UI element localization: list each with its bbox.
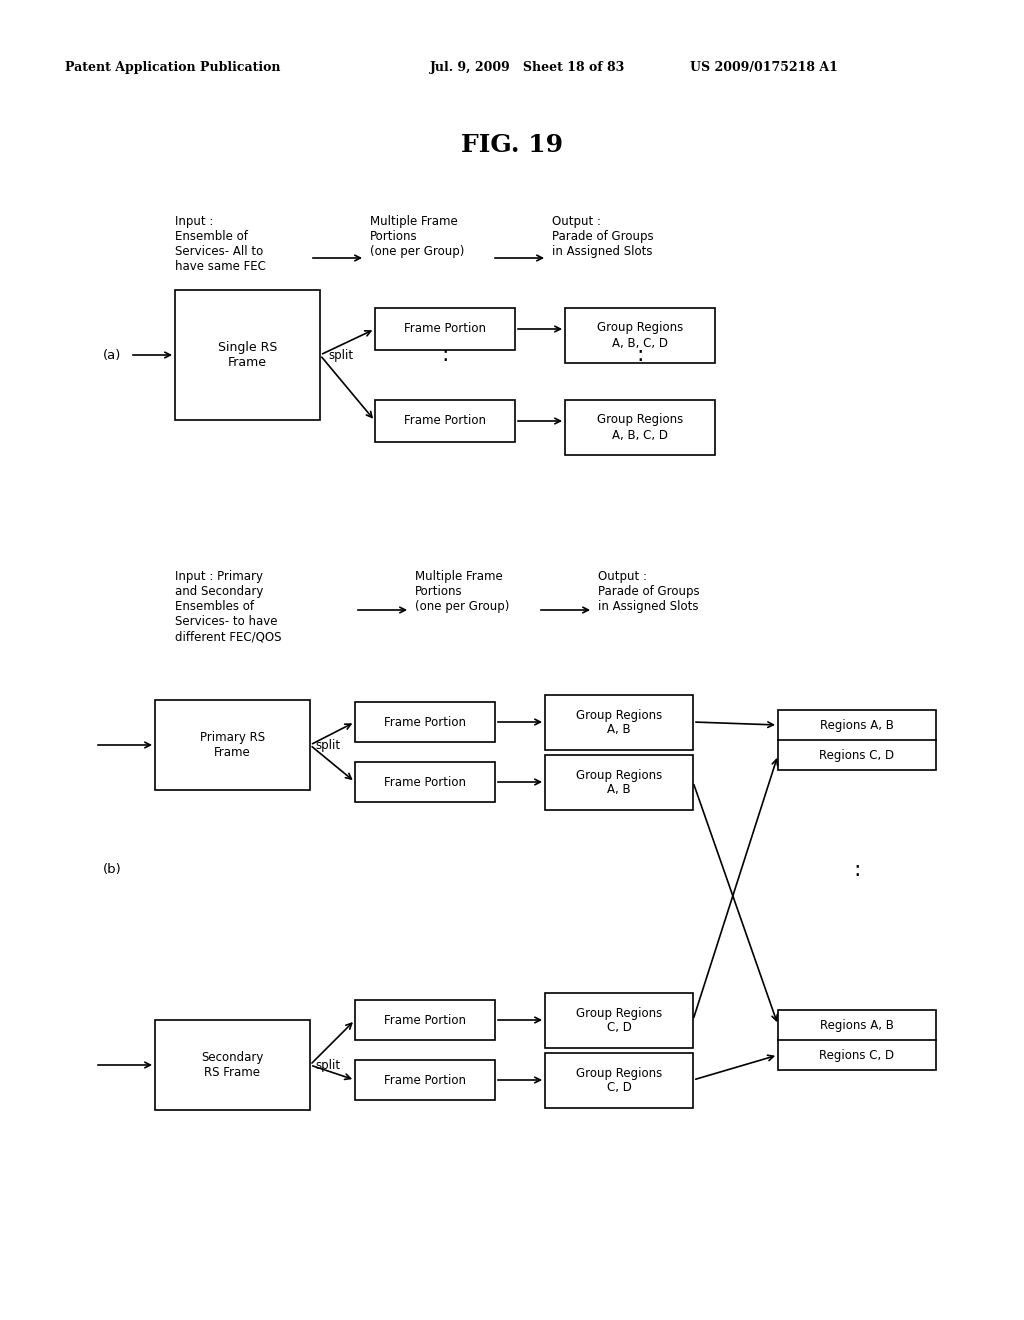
- Text: Regions A, B: Regions A, B: [820, 1019, 894, 1031]
- Bar: [545, 755, 693, 810]
- Text: (a): (a): [103, 348, 122, 362]
- Bar: [778, 1010, 936, 1071]
- Text: Primary RS
Frame: Primary RS Frame: [200, 731, 265, 759]
- Text: Regions A, B: Regions A, B: [820, 718, 894, 731]
- Text: Input :
Ensemble of
Services- All to
have same FEC: Input : Ensemble of Services- All to hav…: [175, 215, 266, 273]
- Bar: [545, 993, 693, 1048]
- Bar: [545, 1053, 693, 1107]
- Text: split: split: [328, 348, 353, 362]
- Text: Patent Application Publication: Patent Application Publication: [65, 62, 281, 74]
- Text: Regions C, D: Regions C, D: [819, 748, 895, 762]
- Bar: [155, 700, 310, 789]
- Text: split: split: [315, 738, 340, 751]
- Text: split: split: [315, 1059, 340, 1072]
- Text: Frame Portion: Frame Portion: [384, 1073, 466, 1086]
- Text: Jul. 9, 2009   Sheet 18 of 83: Jul. 9, 2009 Sheet 18 of 83: [430, 62, 626, 74]
- Text: FIG. 19: FIG. 19: [461, 133, 563, 157]
- Bar: [175, 290, 319, 420]
- Text: Output :
Parade of Groups
in Assigned Slots: Output : Parade of Groups in Assigned Sl…: [598, 570, 699, 612]
- Text: Secondary
RS Frame: Secondary RS Frame: [202, 1051, 264, 1078]
- Bar: [355, 762, 495, 803]
- Bar: [778, 710, 936, 770]
- Text: Frame Portion: Frame Portion: [384, 1014, 466, 1027]
- Text: Group Regions
A, B: Group Regions A, B: [575, 768, 663, 796]
- Bar: [355, 702, 495, 742]
- Bar: [355, 1060, 495, 1100]
- Text: Output :
Parade of Groups
in Assigned Slots: Output : Parade of Groups in Assigned Sl…: [552, 215, 653, 257]
- Text: Input : Primary
and Secondary
Ensembles of
Services- to have
different FEC/QOS: Input : Primary and Secondary Ensembles …: [175, 570, 282, 643]
- Text: Multiple Frame
Portions
(one per Group): Multiple Frame Portions (one per Group): [415, 570, 509, 612]
- Text: (b): (b): [103, 863, 122, 876]
- Text: Group Regions
A, B: Group Regions A, B: [575, 709, 663, 737]
- Text: :: :: [441, 345, 449, 366]
- Bar: [565, 308, 715, 363]
- Text: Group Regions
C, D: Group Regions C, D: [575, 1006, 663, 1035]
- Text: US 2009/0175218 A1: US 2009/0175218 A1: [690, 62, 838, 74]
- Text: Group Regions
C, D: Group Regions C, D: [575, 1067, 663, 1094]
- Text: Group Regions
A, B, C, D: Group Regions A, B, C, D: [597, 413, 683, 441]
- Bar: [375, 308, 515, 350]
- Bar: [355, 1001, 495, 1040]
- Text: Frame Portion: Frame Portion: [404, 322, 486, 335]
- Text: Frame Portion: Frame Portion: [384, 715, 466, 729]
- Text: Multiple Frame
Portions
(one per Group): Multiple Frame Portions (one per Group): [370, 215, 464, 257]
- Text: Frame Portion: Frame Portion: [404, 414, 486, 428]
- Text: :: :: [636, 345, 644, 366]
- Text: :: :: [853, 861, 861, 880]
- Bar: [375, 400, 515, 442]
- Text: Group Regions
A, B, C, D: Group Regions A, B, C, D: [597, 322, 683, 350]
- Text: Single RS
Frame: Single RS Frame: [218, 341, 278, 370]
- Text: Frame Portion: Frame Portion: [384, 776, 466, 788]
- Bar: [155, 1020, 310, 1110]
- Text: Regions C, D: Regions C, D: [819, 1048, 895, 1061]
- Bar: [545, 696, 693, 750]
- Bar: [565, 400, 715, 455]
